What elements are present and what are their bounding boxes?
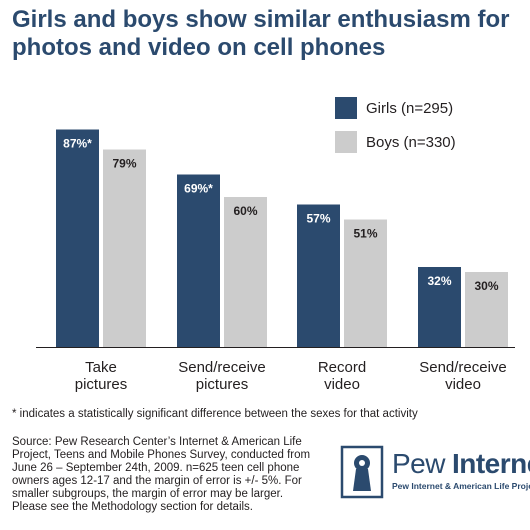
- footnote: * indicates a statistically significant …: [12, 408, 418, 420]
- bar-boys: [224, 197, 267, 347]
- source-line: Project, Teens and Mobile Phones Survey,…: [12, 449, 311, 461]
- source-line: Source: Pew Research Center’s Internet &…: [12, 436, 302, 448]
- category-label: Take: [85, 359, 117, 376]
- legend-label: Girls (n=295): [366, 100, 453, 117]
- legend-label: Boys (n=330): [366, 134, 456, 151]
- chart-title-line-1: Girls and boys show similar enthusiasm f…: [12, 6, 510, 33]
- bar-girls: [418, 267, 461, 347]
- source-line: owners ages 12-17 and the margin of erro…: [12, 475, 302, 487]
- bar-girls: [297, 204, 340, 347]
- bar-boys: [344, 219, 387, 347]
- chart-title: Girls and boys show similar enthusiasm f…: [12, 6, 522, 62]
- data-label: 51%: [353, 227, 377, 241]
- data-label: 32%: [427, 274, 451, 288]
- source-line: smaller subgroups, the margin of error m…: [12, 488, 284, 500]
- source-line: Please see the Methodology section for d…: [12, 501, 254, 513]
- data-label: 57%: [306, 212, 330, 226]
- data-label: 79%: [112, 157, 136, 171]
- data-label: 60%: [233, 204, 257, 218]
- logo-tagline: Pew Internet & American Life Project: [392, 481, 530, 491]
- data-label: 30%: [474, 279, 498, 293]
- category-label: video: [324, 376, 360, 393]
- legend-swatch: [335, 131, 357, 153]
- bar-girls: [177, 174, 220, 347]
- bar-girls: [56, 129, 99, 347]
- logo-word-pew: Pew: [392, 448, 445, 479]
- category-label: video: [445, 376, 481, 393]
- bar-boys: [465, 272, 508, 347]
- bar-boys: [103, 149, 146, 347]
- logo-word-internet: Internet: [451, 448, 530, 479]
- category-label: pictures: [196, 376, 249, 393]
- category-label: Record: [318, 359, 366, 376]
- legend-swatch: [335, 97, 357, 119]
- source-line: June 26 – September 24th, 2009. n=625 te…: [12, 462, 300, 474]
- source-note: Source: Pew Research Center’s Internet &…: [12, 436, 337, 514]
- category-label: Send/receive: [419, 359, 507, 376]
- data-label: 87%*: [63, 137, 92, 151]
- category-label: Send/receive: [178, 359, 266, 376]
- chart-title-line-2: photos and video on cell phones: [12, 34, 386, 61]
- category-label: pictures: [75, 376, 128, 393]
- data-label: 69%*: [184, 182, 213, 196]
- bar-chart: 87%*79%Takepictures69%*60%Send/receivepi…: [36, 97, 515, 393]
- pew-keyhole-icon: [340, 445, 384, 499]
